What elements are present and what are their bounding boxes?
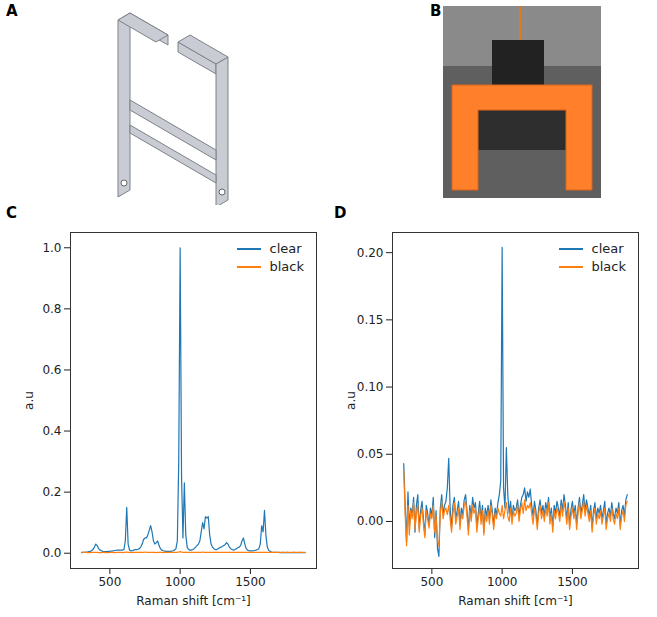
- svg-text:1500: 1500: [235, 575, 266, 589]
- svg-text:1000: 1000: [165, 575, 196, 589]
- svg-text:1000: 1000: [487, 575, 518, 589]
- html-text:B: B: [430, 2, 442, 20]
- svg-text:0.4: 0.4: [42, 424, 61, 438]
- html-text:black: black: [269, 259, 304, 274]
- svg-text:0.10: 0.10: [357, 380, 384, 394]
- svg-text:1500: 1500: [557, 575, 588, 589]
- svg-text:0.2: 0.2: [42, 485, 61, 499]
- svg-text:0.6: 0.6: [42, 363, 61, 377]
- svg-text:Raman shift [cm⁻¹]: Raman shift [cm⁻¹]: [458, 594, 572, 608]
- svg-text:0.15: 0.15: [357, 313, 384, 327]
- svg-text:a.u: a.u: [22, 391, 36, 410]
- html-text:A: A: [6, 2, 18, 20]
- html-text:clear: clear: [269, 241, 302, 256]
- html-text:D: D: [334, 204, 347, 222]
- svg-text:0.0: 0.0: [42, 546, 61, 560]
- svg-text:0.05: 0.05: [357, 447, 384, 461]
- svg-text:1.0: 1.0: [42, 241, 61, 255]
- html-text:black: black: [591, 259, 626, 274]
- svg-text:0.20: 0.20: [357, 246, 384, 260]
- html-text:C: C: [6, 204, 17, 222]
- svg-text:a.u: a.u: [344, 391, 358, 410]
- svg-text:500: 500: [98, 575, 121, 589]
- svg-text:500: 500: [420, 575, 443, 589]
- svg-text:0.00: 0.00: [357, 514, 384, 528]
- svg-text:0.8: 0.8: [42, 302, 61, 316]
- html-text:clear: clear: [591, 241, 624, 256]
- svg-text:Raman shift [cm⁻¹]: Raman shift [cm⁻¹]: [136, 594, 250, 608]
